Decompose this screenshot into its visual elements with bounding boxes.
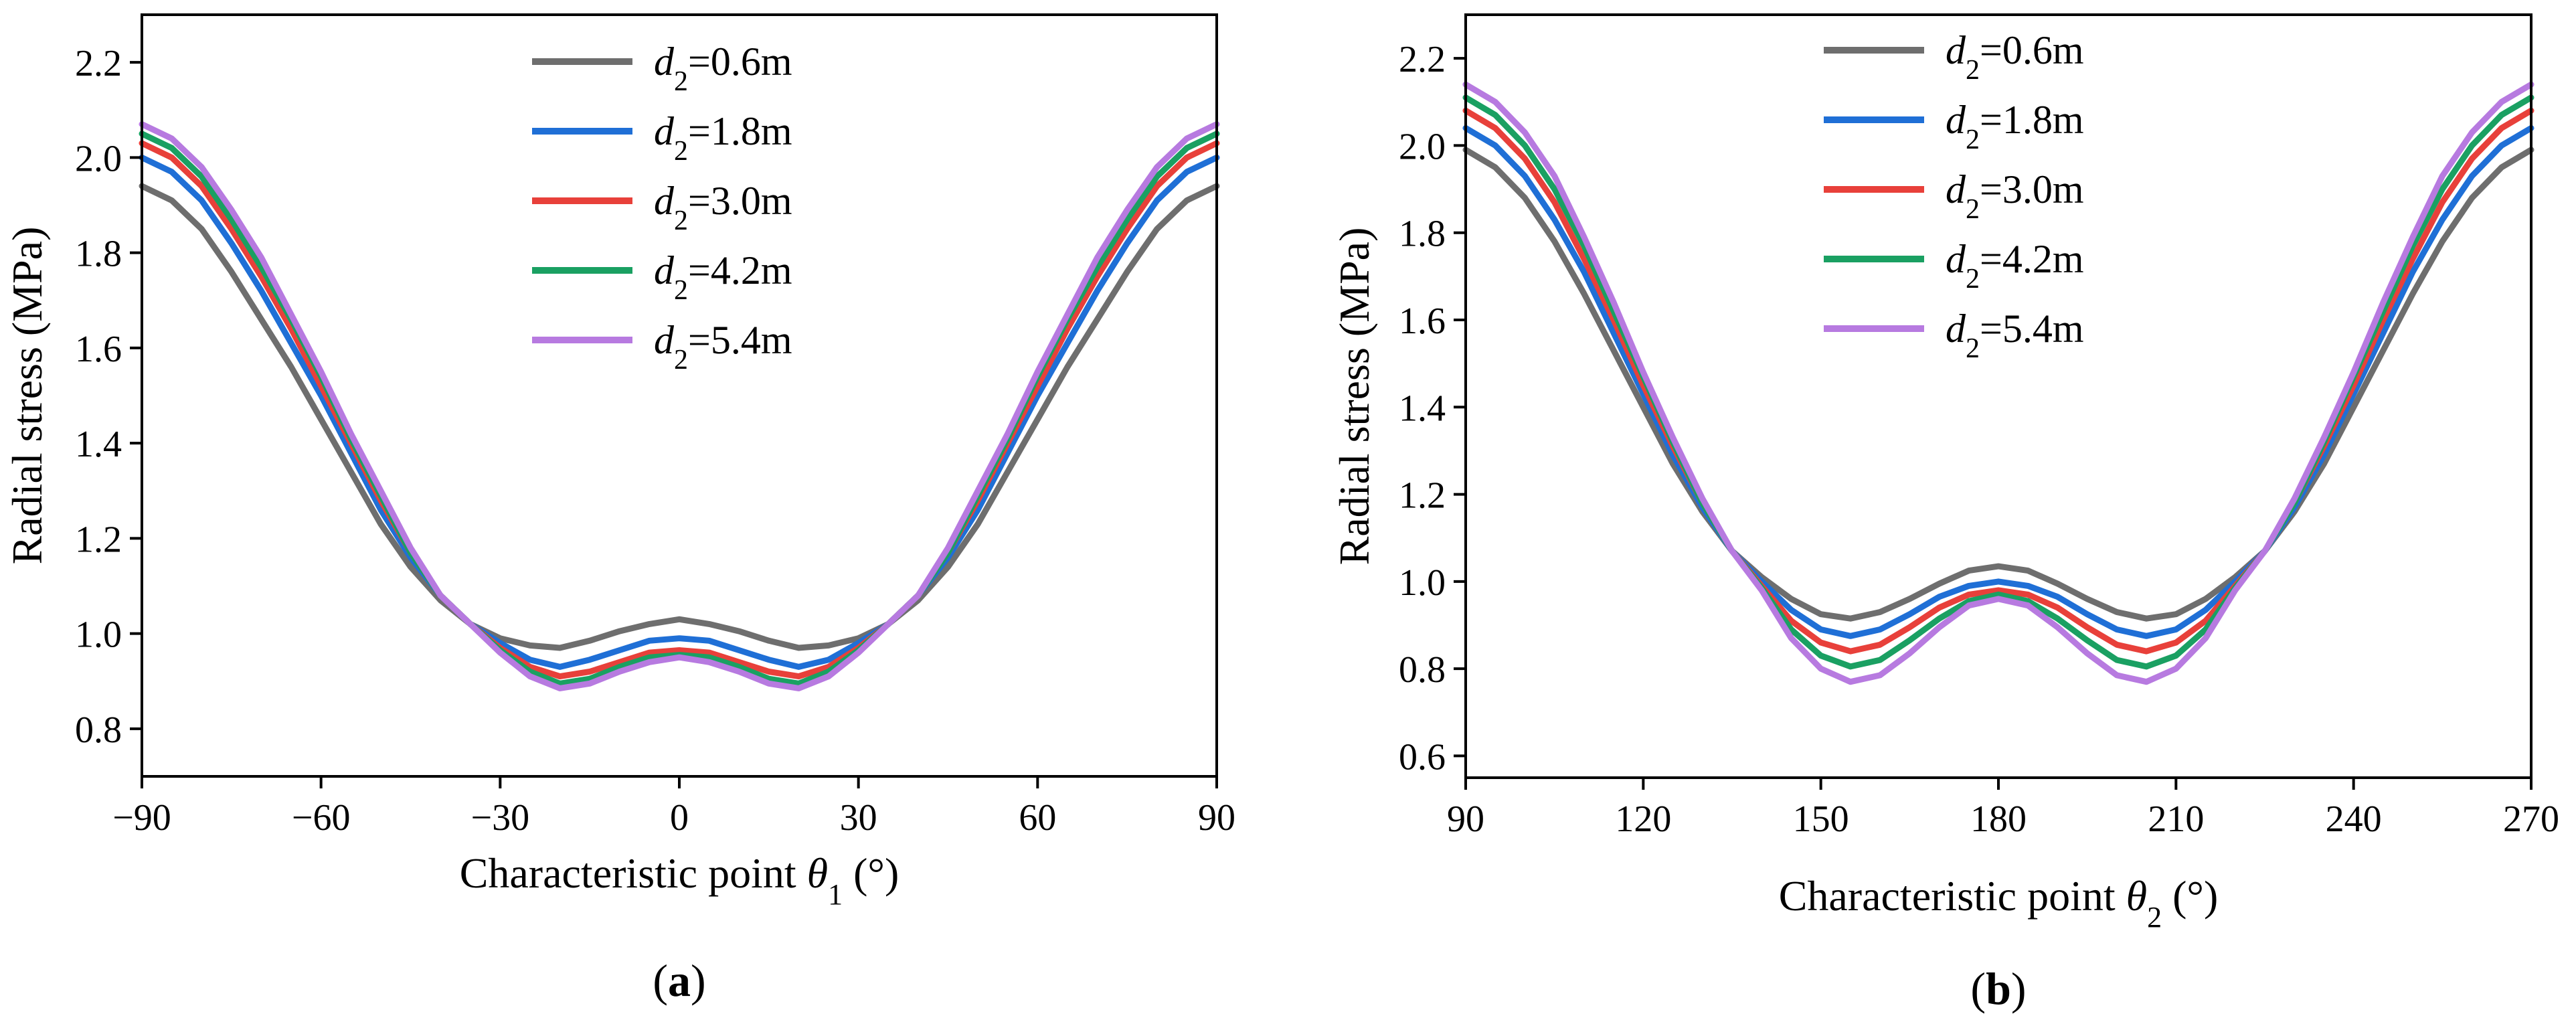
- legend-label-1: d2=0.6m: [1946, 28, 2084, 86]
- y-tick-label: 0.8: [1399, 649, 1446, 691]
- legend-label-5: d2=5.4m: [1946, 307, 2084, 364]
- plot-frame: [141, 13, 1218, 778]
- series-line-1: [139, 183, 1220, 651]
- x-tick-label: 150: [1793, 798, 1849, 840]
- series-line-2: [139, 154, 1220, 670]
- x-tick-label: 180: [1970, 798, 2027, 840]
- panel-label: (a): [653, 955, 705, 1006]
- y-tick-label: 1.0: [75, 614, 122, 656]
- legend-label-2: d2=1.8m: [654, 109, 792, 167]
- series-line-5: [1462, 81, 2535, 685]
- x-tick-label: 270: [2503, 798, 2559, 840]
- series-line-2: [1462, 124, 2535, 639]
- series-line-3: [139, 140, 1220, 680]
- legend-label-1: d2=0.6m: [654, 39, 792, 97]
- legend-label-4: d2=4.2m: [1946, 237, 2084, 294]
- y-axis-title: Radial stress (MPa): [3, 227, 51, 565]
- x-tick-label: −90: [112, 797, 171, 839]
- x-tick-label: 120: [1615, 798, 1671, 840]
- y-axis-title: Radial stress (MPa): [1330, 228, 1378, 566]
- x-tick-label: 210: [2148, 798, 2204, 840]
- x-tick-label: 90: [1198, 797, 1235, 839]
- legend-label-2: d2=1.8m: [1946, 98, 2084, 155]
- y-tick-label: 1.8: [75, 234, 122, 275]
- x-tick-label: 60: [1019, 797, 1056, 839]
- legend-label-3: d2=3.0m: [1946, 167, 2084, 225]
- x-tick-label: 240: [2326, 798, 2382, 840]
- y-tick-label: 1.2: [1399, 475, 1446, 517]
- chart-panel-b: 90 120 150 180 210 240 270 0.6 0.8 1.0 1.2 1.4 1.6 1.…: [1330, 13, 2559, 1014]
- y-tick-label: 1.6: [75, 329, 122, 370]
- chart-panel-a: −90 −60 −30 0 30 60 90 0.8 1.0 1.2 1.4 1.6 1.8 2.0 2.2…: [3, 13, 1235, 1006]
- y-tick-label: 1.0: [1399, 562, 1446, 604]
- series-line-1: [1462, 147, 2535, 622]
- y-tick-label: 1.6: [1399, 301, 1446, 342]
- y-tick-label: 2.2: [1399, 39, 1446, 80]
- x-axis-title: Characteristic point θ1 (°): [460, 849, 899, 911]
- x-tick-label: −60: [292, 797, 351, 839]
- y-tick-label: 2.2: [75, 43, 122, 84]
- y-tick-label: 1.8: [1399, 214, 1446, 255]
- series-line-3: [1462, 107, 2535, 655]
- x-axis-title: Characteristic point θ2 (°): [1779, 872, 2219, 934]
- x-tick-label: −30: [471, 797, 530, 839]
- legend-label-5: d2=5.4m: [654, 318, 792, 375]
- legend-label-4: d2=4.2m: [654, 248, 792, 306]
- y-tick-label: 0.8: [75, 709, 122, 751]
- y-tick-label: 2.0: [1399, 126, 1446, 167]
- x-tick-label: 90: [1447, 798, 1484, 840]
- y-tick-label: 0.6: [1399, 736, 1446, 778]
- y-tick-label: 1.4: [75, 424, 122, 465]
- y-tick-label: 2.0: [75, 138, 122, 179]
- x-tick-label: 0: [670, 797, 689, 839]
- legend-label-3: d2=3.0m: [654, 179, 792, 236]
- x-tick-label: 30: [840, 797, 877, 839]
- y-tick-label: 1.4: [1399, 388, 1446, 429]
- series-line-5: [139, 121, 1220, 691]
- panel-label: (b): [1970, 963, 2026, 1014]
- y-tick-label: 1.2: [75, 519, 122, 560]
